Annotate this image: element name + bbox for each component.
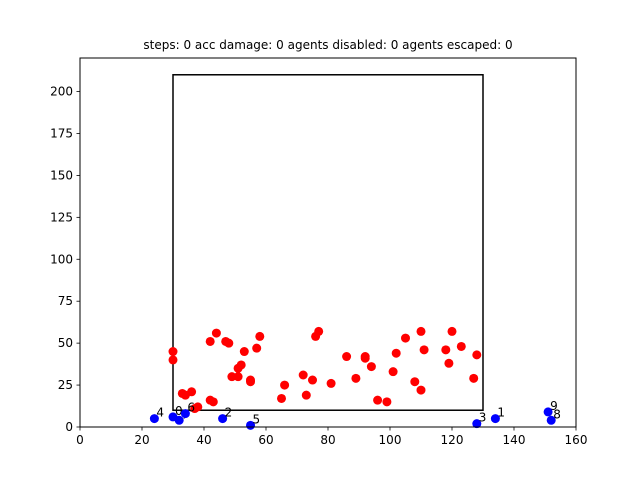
scatter-point [441,345,451,355]
x-tick-label: 60 [258,433,273,447]
point-label: 1 [497,406,505,420]
scatter-point [180,409,190,419]
y-tick-label: 150 [50,168,73,182]
y-tick-label: 175 [50,126,73,140]
scatter-point [342,352,352,362]
scatter-point [543,407,553,417]
scatter-point [233,372,243,382]
scatter-point [410,377,420,387]
scatter-point [208,397,218,407]
x-tick-label: 120 [441,433,464,447]
plot-area: 4076253198 [149,74,561,430]
point-label: 9 [550,399,558,413]
scatter-point [472,419,482,429]
scatter-point [419,345,429,355]
chart-title: steps: 0 acc damage: 0 agents disabled: … [143,38,512,52]
scatter-point [298,370,308,380]
scatter-point [382,397,392,407]
x-tick-label: 80 [320,433,335,447]
scatter-point [308,375,317,385]
scatter-point [218,414,228,424]
y-tick-label: 25 [58,378,73,392]
scatter-point [246,377,255,387]
scatter-point [314,326,324,336]
x-tick-label: 0 [76,433,84,447]
x-tick-label: 100 [379,433,402,447]
scatter-point [187,387,197,397]
point-label: 0 [175,404,183,418]
point-label: 6 [187,401,195,415]
y-tick-label: 75 [58,294,73,308]
point-label: 8 [553,407,561,421]
scatter-point [416,385,426,395]
scatter-point [366,362,376,372]
x-tick-label: 160 [565,433,588,447]
scatter-point [469,373,479,383]
y-tick-label: 50 [58,336,73,350]
scatter-point [168,347,178,357]
x-axis: 0 20 40 60 80 100 120 140 160 [76,427,587,447]
x-tick-label: 20 [134,433,149,447]
scatter-point [246,420,255,430]
y-tick-label: 200 [50,85,73,99]
scatter-point [205,336,215,346]
point-label: 5 [253,412,261,426]
scatter-point [149,414,159,424]
scatter-point [373,395,383,405]
scatter-point [416,326,426,336]
y-tick-label: 0 [65,420,73,434]
point-label: 3 [479,411,487,425]
scatter-point [211,328,221,338]
scatter-point [490,414,500,424]
scatter-point [472,350,482,360]
scatter-point [388,367,398,377]
scatter-point [326,378,336,388]
point-label: 2 [225,406,233,420]
scatter-point [280,380,290,390]
y-tick-label: 100 [50,252,73,266]
point-label: 4 [156,406,164,420]
scatter-point [447,326,457,336]
scatter-point [236,360,246,370]
scatter-point [301,390,311,400]
x-tick-label: 40 [196,433,211,447]
scatter-point [252,343,262,353]
scatter-point [227,372,237,382]
x-tick-label: 140 [503,433,526,447]
y-tick-label: 125 [50,210,73,224]
scatter-point [391,348,401,358]
scatter-point [174,415,184,425]
scatter-point [351,373,361,383]
scatter-point [360,353,370,363]
y-axis: 0 25 50 75 100 125 150 175 200 [50,85,80,434]
boundary-rectangle [172,74,484,411]
scatter-point [193,402,203,412]
scatter-point [255,331,265,341]
scatter-point [168,355,178,365]
scatter-point [456,341,466,351]
scatter-point [444,358,454,368]
scatter-point [239,347,249,357]
scatter-point [546,415,556,425]
scatter-point [401,333,410,343]
scatter-point [224,338,234,348]
scatter-point [277,393,286,403]
